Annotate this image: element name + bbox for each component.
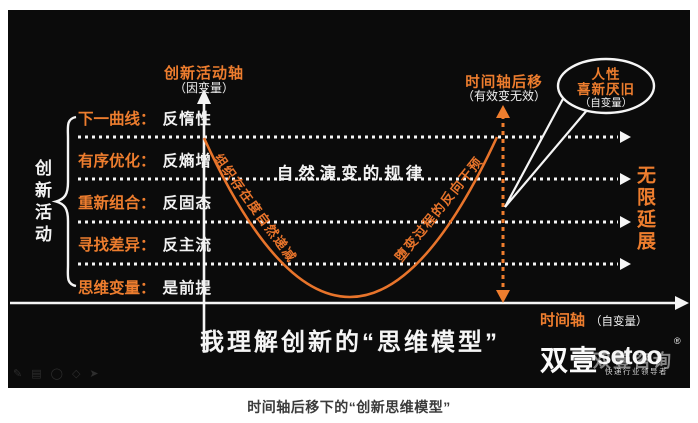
row-term: 下一曲线：: [78, 110, 156, 128]
row-term: 重新组合：: [78, 194, 156, 212]
speech-bubble-ellipse: [556, 57, 656, 115]
row-value: 反主流: [162, 236, 213, 254]
row-term: 寻找差异：: [78, 236, 156, 254]
shifted-axis-down-arrowhead: [496, 290, 510, 303]
row-next-curve: 下一曲线： 反惰性: [78, 107, 212, 128]
registered-mark-icon: ®: [674, 336, 681, 346]
bubble-line1: 人性: [591, 67, 621, 82]
diagram-canvas: 创新活动轴 （因变量） 下一曲线： 反惰性 有序优化： 反熵增 重新组合： 反固…: [8, 10, 690, 388]
row-thinking-variable: 思维变量： 是前提: [78, 276, 212, 297]
image-caption: 时间轴后移下的“创新思维模型”: [247, 399, 451, 415]
row-seek-difference: 寻找差异： 反主流: [78, 233, 212, 254]
row-value: 反熵增: [162, 152, 213, 170]
natural-evolution-law-text: 自然演变的规律: [276, 165, 428, 183]
row-ordered-optimization: 有序优化： 反熵增: [78, 149, 212, 170]
x-axis-label-group: 时间轴 （自变量）: [540, 309, 648, 330]
logo-chinese: 双壹: [540, 345, 599, 376]
logo-watermark: 双壹咨询: [593, 351, 673, 371]
annotation-toolbar: ✎ ▤ ◯ ◇ ➤: [13, 368, 99, 380]
pen-icon[interactable]: ✎: [13, 368, 23, 380]
x-axis-label: 时间轴: [540, 312, 586, 329]
x-axis-sublabel: （自变量）: [590, 316, 648, 328]
ellipse-icon[interactable]: ◯: [50, 368, 63, 380]
y-axis-sublabel: （因变量）: [173, 81, 234, 95]
x-axis-arrowhead: [675, 296, 689, 310]
bubble-line2: 喜新厌旧: [577, 82, 635, 97]
innovation-u-curve: [202, 136, 499, 299]
dotted-line-arrowheads: [620, 131, 631, 270]
row-term: 思维变量：: [78, 279, 156, 297]
image-icon[interactable]: ▤: [31, 368, 42, 380]
main-title: 我理解创新的“思维模型”: [200, 329, 500, 356]
diagram-geometry: [10, 57, 689, 352]
row-recombination: 重新组合： 反固态: [78, 191, 212, 212]
row-value: 是前提: [162, 279, 213, 297]
row-value: 反固态: [162, 194, 213, 212]
innovation-activity-group-label: 创新活动: [32, 159, 51, 247]
row-term: 有序优化：: [78, 152, 156, 170]
speech-bubble-tail: [504, 96, 589, 208]
y-axis-label: 创新活动轴: [163, 65, 244, 82]
infinite-extension-label: 无限延展: [634, 165, 655, 253]
left-brace: [51, 115, 77, 288]
shifted-axis-label: 时间轴后移: [465, 75, 543, 91]
logo-tagline: 快递行业领导者: [605, 367, 668, 376]
y-axis-arrowhead: [197, 89, 211, 104]
shifted-axis-sublabel: （有效变无效）: [461, 89, 546, 103]
row-value: 反惰性: [162, 110, 213, 128]
eraser-icon[interactable]: ◇: [71, 368, 81, 380]
bubble-line3: （自变量）: [579, 97, 633, 109]
cursor-icon[interactable]: ➤: [89, 368, 99, 380]
shifted-axis-up-arrowhead: [496, 105, 510, 118]
logo-latin: setoo: [597, 340, 662, 370]
